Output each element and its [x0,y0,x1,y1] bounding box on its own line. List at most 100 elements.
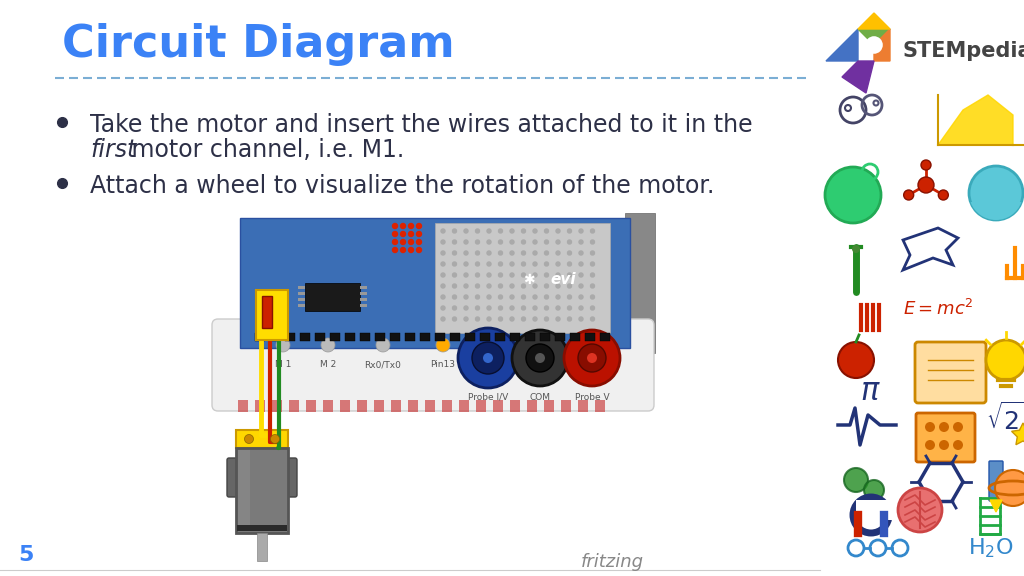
Circle shape [545,317,549,321]
Circle shape [556,229,560,233]
Circle shape [534,306,537,310]
Circle shape [436,338,450,352]
Circle shape [579,284,583,288]
Polygon shape [858,13,890,29]
Circle shape [591,240,595,244]
Circle shape [464,240,468,244]
Circle shape [986,340,1024,380]
Circle shape [521,251,525,255]
Bar [360,304,367,307]
Bar [595,400,605,412]
Circle shape [969,166,1023,220]
Bar [374,400,384,412]
Bar [555,333,565,341]
Text: ✱: ✱ [523,273,535,287]
Circle shape [487,284,490,288]
FancyBboxPatch shape [915,342,986,403]
Circle shape [512,330,568,386]
Text: motor channel, i.e. M1.: motor channel, i.e. M1. [124,138,404,162]
Circle shape [487,229,490,233]
Circle shape [939,440,949,450]
Circle shape [925,422,935,432]
Circle shape [556,251,560,255]
Circle shape [579,240,583,244]
Circle shape [409,240,414,244]
Circle shape [464,251,468,255]
Bar [298,286,305,289]
Circle shape [938,190,948,200]
Circle shape [534,240,537,244]
Circle shape [441,240,445,244]
Text: evi: evi [550,272,575,287]
Circle shape [392,248,397,252]
Circle shape [417,240,422,244]
Bar [459,400,469,412]
Circle shape [499,229,503,233]
Circle shape [464,229,468,233]
Bar [510,400,520,412]
Circle shape [453,273,457,277]
Bar [240,218,630,348]
Circle shape [499,306,503,310]
Circle shape [521,306,525,310]
Bar [625,213,655,353]
Circle shape [458,328,518,388]
Polygon shape [826,29,858,61]
Circle shape [400,248,406,252]
Circle shape [475,295,479,299]
Circle shape [545,251,549,255]
Bar [391,400,401,412]
Circle shape [556,306,560,310]
Text: Probe I/V: Probe I/V [468,393,508,402]
Bar [236,448,288,533]
Text: Circuit Diagram: Circuit Diagram [62,24,455,66]
Circle shape [453,240,457,244]
Circle shape [499,317,503,321]
Bar [306,400,316,412]
Circle shape [534,273,537,277]
Circle shape [510,306,514,310]
Circle shape [487,273,490,277]
Circle shape [556,317,560,321]
Circle shape [564,330,620,386]
Circle shape [453,306,457,310]
Circle shape [864,480,884,500]
Circle shape [852,245,860,253]
Circle shape [825,167,881,223]
Bar [406,333,415,341]
Circle shape [591,295,595,299]
Circle shape [400,223,406,229]
Circle shape [400,240,406,244]
Wedge shape [971,193,1021,220]
Circle shape [464,306,468,310]
Circle shape [521,284,525,288]
Bar [420,333,430,341]
Text: Probe V: Probe V [574,393,609,402]
Bar [315,333,325,341]
Circle shape [499,295,503,299]
Bar [330,333,340,341]
Circle shape [321,338,335,352]
Circle shape [441,251,445,255]
Polygon shape [990,500,1002,512]
FancyBboxPatch shape [227,458,240,497]
Bar [323,400,333,412]
Circle shape [475,229,479,233]
Circle shape [865,36,883,54]
Bar [270,333,280,341]
Circle shape [487,317,490,321]
Circle shape [567,262,571,266]
Circle shape [464,273,468,277]
Circle shape [441,284,445,288]
Circle shape [567,251,571,255]
Circle shape [953,440,963,450]
Circle shape [441,295,445,299]
Circle shape [453,284,457,288]
Circle shape [925,440,935,450]
Polygon shape [842,61,874,93]
Bar [257,533,267,561]
Circle shape [499,240,503,244]
Circle shape [898,488,942,532]
Text: $\sqrt{2}$: $\sqrt{2}$ [986,403,1024,435]
Bar [450,333,460,341]
